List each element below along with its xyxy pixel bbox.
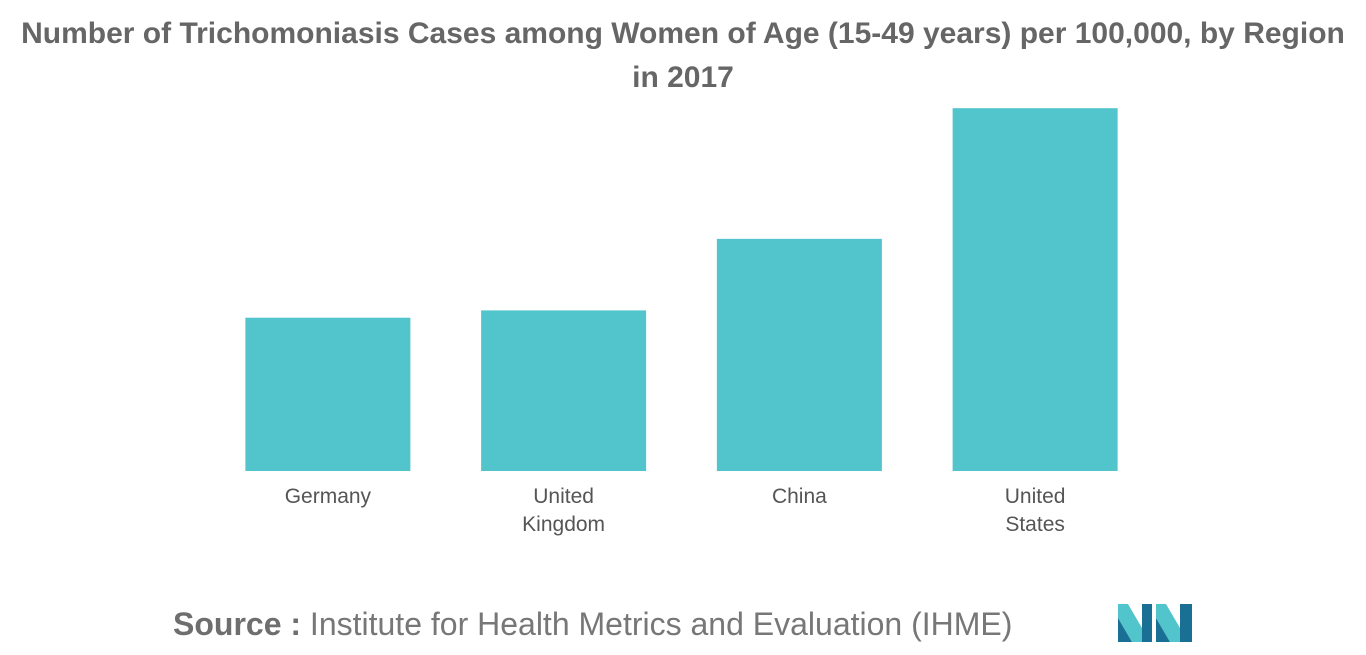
x-tick-label: United Kingdom <box>522 485 605 536</box>
bar-united-kingdom <box>481 310 647 471</box>
source-text: Institute for Health Metrics and Evaluat… <box>309 606 1013 642</box>
bar-united-states <box>952 108 1118 471</box>
x-tick-label: Germany <box>285 485 372 508</box>
mordor-intelligence-logo-icon <box>1118 604 1192 642</box>
bar-chart: Germany United Kingdom China United States <box>245 108 1118 536</box>
chart-title: Number of Trichomoniasis Cases among Wom… <box>21 17 1345 94</box>
source-label: Source : <box>173 606 302 642</box>
x-tick-label: United States <box>1005 485 1066 536</box>
source-line: Source : Institute for Health Metrics an… <box>173 606 1012 643</box>
bar-china <box>716 238 882 471</box>
x-tick-label: China <box>772 485 827 508</box>
bar-germany <box>245 317 411 471</box>
